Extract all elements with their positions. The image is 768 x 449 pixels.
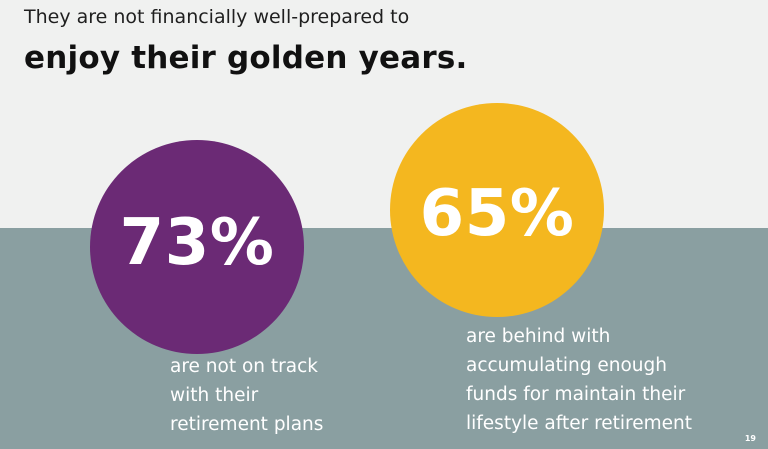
page-number: 19: [744, 434, 756, 443]
stat-value-73: 73%: [119, 206, 275, 280]
caption-line: lifestyle after retirement: [466, 413, 693, 434]
slide-title: enjoy their golden years.: [24, 40, 468, 76]
stat-value-65: 65%: [419, 177, 575, 251]
stat-circle-purple: 73%: [90, 140, 304, 354]
stat-caption-left: are not on track with their retirement p…: [170, 352, 323, 439]
slide-subtitle: They are not financially well-prepared t…: [24, 6, 410, 28]
caption-line: are behind with: [466, 326, 611, 347]
caption-line: retirement plans: [170, 414, 324, 435]
caption-line: with their: [170, 385, 259, 406]
caption-line: are not on track: [170, 356, 318, 377]
stat-circle-gold: 65%: [390, 103, 604, 317]
stat-caption-right: are behind with accumulating enough fund…: [466, 322, 692, 438]
caption-line: funds for maintain their: [466, 384, 686, 405]
caption-line: accumulating enough: [466, 355, 667, 376]
